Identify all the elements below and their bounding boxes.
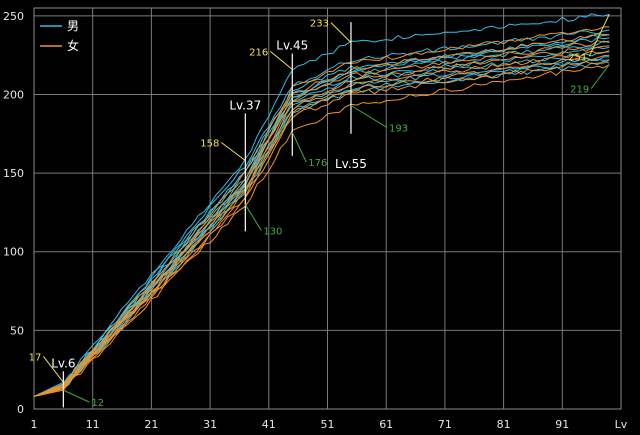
series-lines bbox=[33, 13, 610, 397]
series-line-male bbox=[33, 29, 610, 397]
x-axis-unit-label: Lv bbox=[615, 418, 628, 431]
x-tick-label: 91 bbox=[555, 418, 569, 431]
series-line-male bbox=[33, 56, 610, 397]
x-tick-label: 21 bbox=[144, 418, 158, 431]
annotation-leader bbox=[291, 132, 307, 163]
x-tick-label: 51 bbox=[321, 418, 335, 431]
series-line-female bbox=[33, 33, 610, 397]
y-tick-label: 200 bbox=[3, 88, 24, 101]
legend-label: 男 bbox=[67, 19, 79, 33]
x-tick-label: 31 bbox=[203, 418, 217, 431]
annotation-leader bbox=[330, 22, 352, 43]
series-line-male bbox=[33, 13, 610, 397]
y-tick-label: 50 bbox=[10, 324, 24, 337]
annotation-label: 158 bbox=[200, 139, 219, 150]
x-tick-label: 61 bbox=[379, 418, 393, 431]
annotation-label: 17 bbox=[29, 352, 42, 363]
annotation-leader bbox=[588, 14, 610, 57]
level-marker-label: Lv.55 bbox=[335, 157, 367, 171]
value-annotations: 17 12 158 130 216 176 233 193 251 219 bbox=[29, 14, 610, 409]
series-line-female bbox=[33, 40, 610, 397]
x-tick-label: 71 bbox=[438, 418, 452, 431]
x-tick-label: 11 bbox=[86, 418, 100, 431]
annotation-label: 233 bbox=[310, 19, 329, 30]
x-tick-label: 1 bbox=[31, 418, 38, 431]
annotation-label: 130 bbox=[263, 227, 282, 238]
y-tick-label: 250 bbox=[3, 10, 24, 23]
annotation-leader bbox=[350, 105, 388, 128]
series-line-female bbox=[33, 59, 610, 397]
annotation-label: 176 bbox=[308, 158, 327, 169]
series-line-female bbox=[33, 26, 610, 397]
y-tick-label: 100 bbox=[3, 246, 24, 259]
annotation-label: 216 bbox=[249, 47, 268, 58]
legend-label: 女 bbox=[67, 38, 79, 53]
annotation-leader bbox=[590, 64, 610, 89]
level-marker-label: Lv.45 bbox=[276, 39, 308, 53]
annotation-label: 12 bbox=[91, 398, 104, 409]
level-marker-label: Lv.6 bbox=[51, 356, 75, 370]
legend: 男女 bbox=[40, 19, 79, 53]
annotation-leader bbox=[42, 355, 64, 383]
annotation-label: 193 bbox=[389, 123, 408, 134]
y-tick-label: 150 bbox=[3, 167, 24, 180]
annotation-label: 251 bbox=[568, 52, 587, 63]
annotation-leader bbox=[244, 204, 262, 231]
x-tick-label: 81 bbox=[497, 418, 511, 431]
level-markers: Lv.6 Lv.37 Lv.45 Lv.55 bbox=[51, 22, 367, 408]
series-line-female bbox=[33, 54, 610, 397]
annotation-leader bbox=[221, 142, 246, 161]
x-tick-label: 41 bbox=[262, 418, 276, 431]
series-line-female bbox=[33, 64, 610, 397]
annotation-leader bbox=[63, 389, 90, 403]
level-marker-label: Lv.37 bbox=[229, 98, 261, 112]
series-line-female bbox=[33, 50, 610, 397]
y-tick-label: 0 bbox=[17, 403, 24, 416]
series-line-male bbox=[33, 40, 610, 397]
annotation-leader bbox=[269, 50, 293, 70]
annotation-label: 219 bbox=[570, 85, 589, 96]
